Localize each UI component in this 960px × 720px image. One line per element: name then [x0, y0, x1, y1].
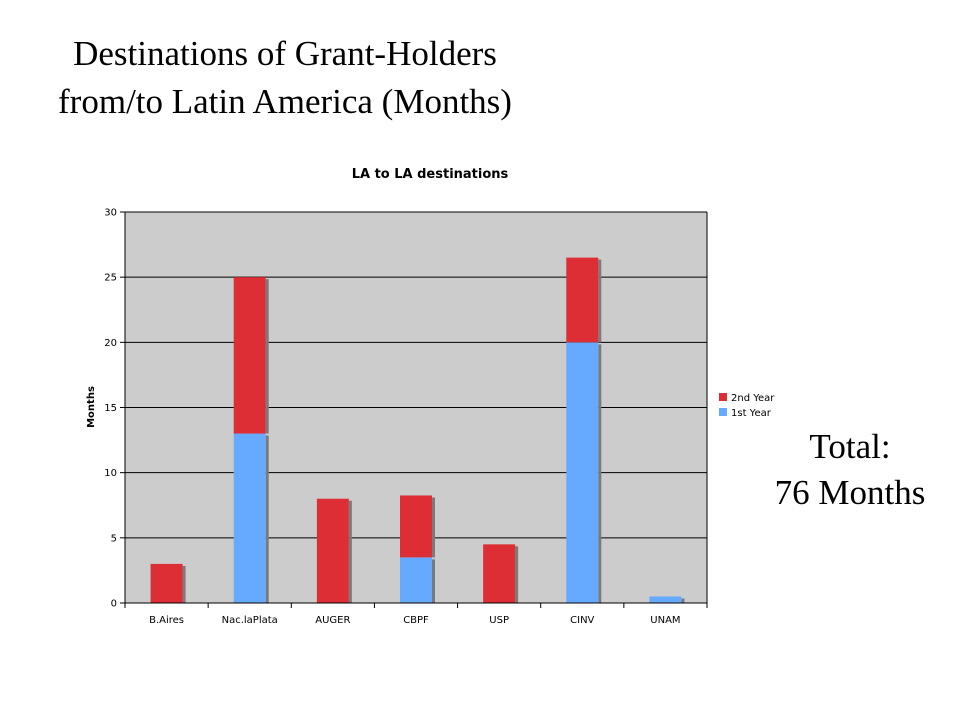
bar-segment-1st-year: [233, 433, 266, 603]
bars: [150, 257, 685, 603]
x-tick-label: AUGER: [315, 615, 350, 626]
bar-shadow: [515, 546, 519, 603]
bar-segment-2nd-year: [566, 257, 599, 343]
bar-segment-1st-year: [649, 596, 682, 603]
x-tick-label: B.Aires: [149, 615, 184, 626]
bar-segment-2nd-year: [233, 277, 266, 434]
bar-shadow: [681, 598, 685, 603]
bar-segment-2nd-year: [150, 563, 183, 603]
bar-segment-2nd-year: [316, 498, 349, 603]
legend-swatch: [719, 393, 727, 401]
chart-title: LA to LA destinations: [352, 167, 509, 182]
x-tick-label: Nac.laPlata: [222, 615, 278, 626]
slide-title: Destinations of Grant-Holders from/to La…: [0, 30, 570, 126]
total-summary: Total: 76 Months: [740, 424, 960, 516]
y-tick-label: 25: [104, 273, 117, 284]
x-tick-label: USP: [489, 615, 509, 626]
legend-label: 1st Year: [731, 408, 772, 419]
bar-shadow: [265, 435, 269, 603]
y-tick-label: 5: [111, 533, 117, 544]
y-tick-label: 30: [104, 208, 117, 219]
x-tick-label: CBPF: [403, 615, 429, 626]
bar-segment-2nd-year: [400, 495, 432, 558]
x-tick-label: UNAM: [650, 615, 680, 626]
y-tick-label: 0: [111, 599, 117, 610]
x-axis-ticks: B.Aires Nac.laPlata AUGER CBPF USP CINV UNAM: [124, 603, 708, 626]
y-tick-label: 15: [104, 403, 117, 414]
bar-shadow: [432, 559, 435, 603]
bar-shadow: [265, 279, 269, 434]
bar-segment-1st-year: [400, 557, 432, 603]
bar-segment-2nd-year: [483, 544, 516, 603]
slide-title-line-2: from/to Latin America (Months): [58, 82, 512, 121]
legend-swatch: [719, 408, 727, 416]
y-tick-label: 20: [104, 338, 117, 349]
bar-shadow: [598, 344, 602, 603]
bar-shadow: [432, 497, 435, 558]
y-axis-ticks: 0 5 10 15 20 25 30: [104, 208, 125, 610]
bar-segment-1st-year: [566, 342, 599, 603]
y-axis-label: Months: [86, 386, 97, 428]
total-label: Total:: [809, 427, 891, 466]
bar-shadow: [182, 565, 186, 603]
grid-lines: [125, 211, 707, 539]
bar-shadow: [348, 500, 352, 603]
x-tick-label: CINV: [570, 615, 594, 626]
total-value: 76 Months: [774, 473, 926, 512]
y-tick-label: 10: [104, 468, 117, 479]
chart-legend: 2nd Year 1st Year: [719, 393, 775, 419]
legend-label: 2nd Year: [731, 393, 775, 404]
bar-shadow: [598, 259, 602, 343]
slide-title-line-1: Destinations of Grant-Holders: [73, 34, 497, 73]
